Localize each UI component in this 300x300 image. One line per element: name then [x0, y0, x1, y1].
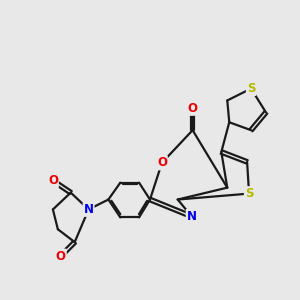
Text: N: N	[187, 210, 196, 223]
Text: O: O	[48, 174, 58, 187]
Text: S: S	[247, 82, 255, 95]
Text: O: O	[157, 156, 167, 170]
Text: S: S	[245, 187, 253, 200]
Text: O: O	[56, 250, 66, 262]
Text: N: N	[84, 203, 94, 216]
Text: O: O	[188, 102, 198, 115]
